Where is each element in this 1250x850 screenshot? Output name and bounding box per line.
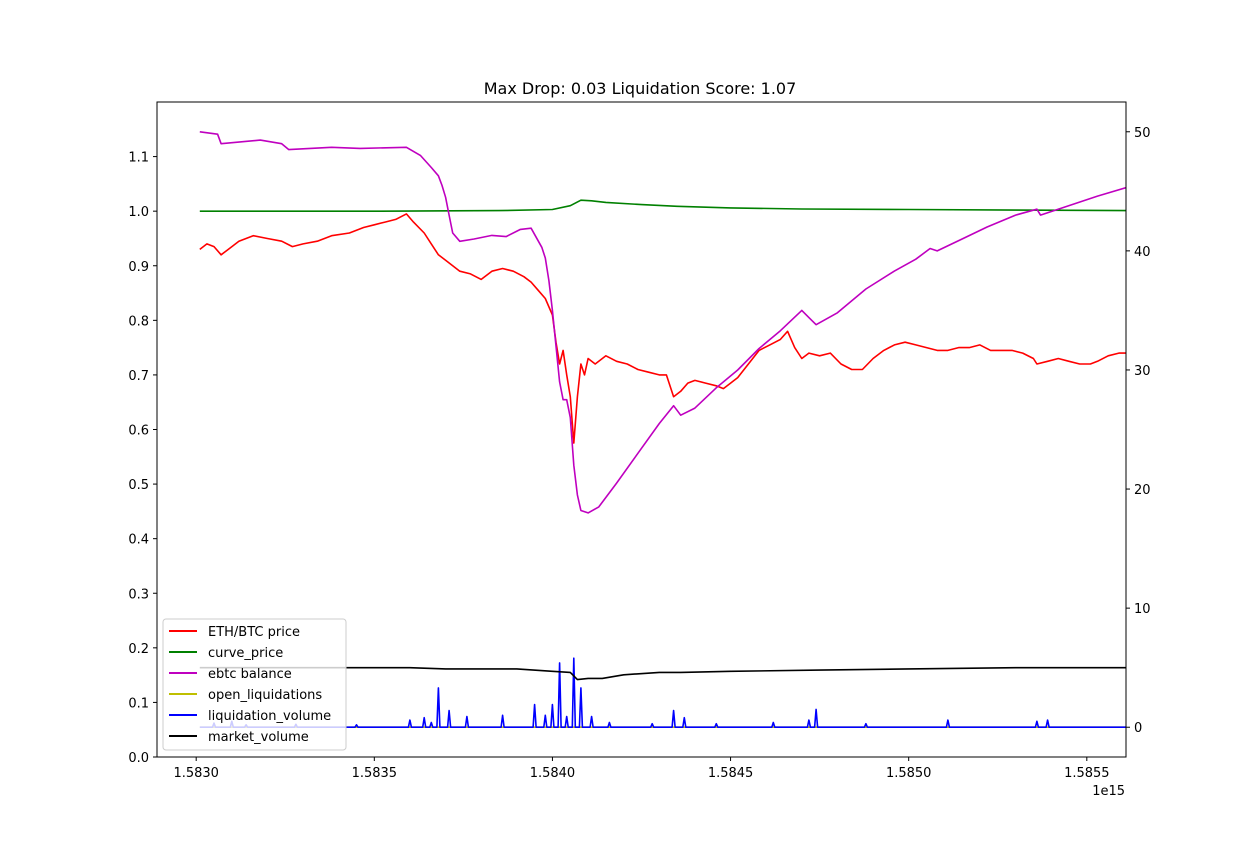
series-line-eth-btc-price	[199, 213, 1126, 444]
x-tick-label: 1.5840	[530, 766, 576, 781]
chart-title: Max Drop: 0.03 Liquidation Score: 1.07	[484, 79, 797, 98]
series-line-market-volume	[199, 666, 1126, 681]
y-left-tick-label: 0.2	[128, 642, 149, 657]
y-right-tick-label: 30	[1134, 364, 1151, 379]
x-tick-label: 1.5850	[886, 766, 932, 781]
y-right-tick-label: 10	[1134, 602, 1151, 617]
legend-label-curve-price: curve_price	[208, 646, 283, 661]
y-left-tick-label: 0.9	[128, 260, 149, 275]
y-left-tick-label: 1.0	[128, 205, 149, 220]
y-left-tick-label: 0.4	[128, 533, 149, 548]
y-left-tick-label: 0.7	[128, 369, 149, 384]
legend-label-open-liquidations: open_liquidations	[208, 688, 322, 703]
x-axis: 1.5830 1.5835 1.5840 1.5845 1.5850 1.5855	[173, 757, 1110, 781]
y-left-tick-label: 0.3	[128, 587, 149, 602]
legend-label-market-volume: market_volume	[208, 730, 309, 745]
x-tick-label: 1.5835	[352, 766, 398, 781]
y-left-tick-label: 0.0	[128, 751, 149, 766]
y-axis-left: 0.0 0.1 0.2 0.3 0.4 0.5 0.6 0.7 0.8 0.9 1.0 1.1	[128, 151, 157, 766]
legend-label-liquidation-volume: liquidation_volume	[208, 709, 331, 724]
y-right-tick-label: 40	[1134, 245, 1151, 260]
series-line-curve-price	[199, 199, 1126, 212]
legend-label-eth-btc-price: ETH/BTC price	[208, 625, 300, 640]
y-left-tick-label: 0.5	[128, 478, 149, 493]
y-right-tick-label: 50	[1134, 126, 1151, 141]
legend-box	[162, 618, 347, 751]
x-tick-label: 1.5845	[708, 766, 754, 781]
y-left-tick-label: 1.1	[128, 151, 149, 166]
y-left-tick-label: 0.6	[128, 424, 149, 439]
x-tick-label: 1.5855	[1064, 766, 1110, 781]
legend-label-ebtc-balance: ebtc balance	[208, 667, 292, 682]
series-line-liquidation-volume	[199, 657, 1126, 728]
y-left-tick-label: 0.8	[128, 314, 149, 329]
y-left-tick-label: 0.1	[128, 696, 149, 711]
y-right-tick-label: 0	[1134, 721, 1142, 736]
x-axis-offset-label: 1e15	[1092, 784, 1125, 799]
series-layer	[199, 131, 1126, 728]
y-axis-right: 0 10 20 30 40 50	[1126, 126, 1151, 736]
x-tick-label: 1.5830	[173, 766, 219, 781]
y-right-tick-label: 20	[1134, 483, 1151, 498]
series-line-ebtc-balance	[199, 131, 1126, 514]
